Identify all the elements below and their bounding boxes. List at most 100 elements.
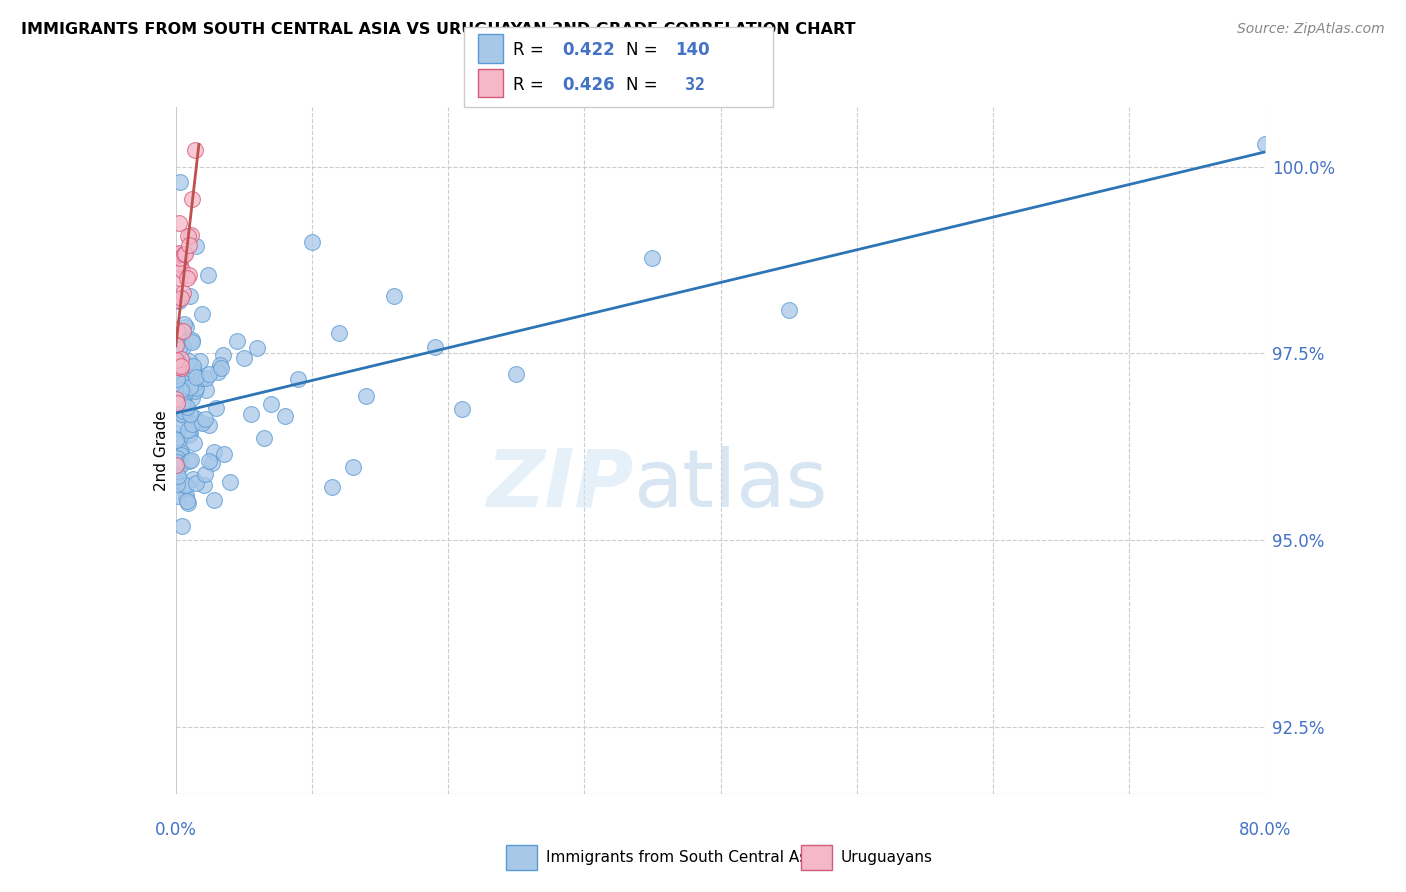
Point: [172, 340, 194, 354]
Point: [180, 333, 202, 347]
Point: [239, 407, 262, 421]
Point: [174, 477, 197, 491]
Point: [170, 401, 193, 415]
Point: [170, 359, 193, 373]
Point: [167, 452, 190, 467]
FancyBboxPatch shape: [464, 27, 773, 107]
Point: [191, 416, 214, 430]
Point: [173, 318, 195, 332]
Point: [197, 417, 219, 432]
Text: Source: ZipAtlas.com: Source: ZipAtlas.com: [1237, 22, 1385, 37]
Bar: [801, 845, 832, 870]
Point: [1254, 137, 1277, 152]
Point: [165, 426, 187, 441]
Point: [166, 390, 188, 404]
Point: [186, 370, 208, 384]
Point: [165, 460, 187, 475]
Point: [167, 381, 190, 395]
Point: [198, 454, 221, 468]
Point: [170, 360, 193, 375]
Point: [172, 376, 194, 390]
Text: Immigrants from South Central Asia: Immigrants from South Central Asia: [546, 850, 821, 864]
Point: [193, 467, 215, 482]
Point: [188, 353, 211, 368]
Point: [176, 400, 198, 414]
Point: [170, 387, 193, 401]
Point: [356, 388, 378, 402]
Point: [169, 293, 191, 308]
Point: [177, 229, 200, 244]
Point: [166, 356, 188, 370]
Point: [170, 395, 193, 409]
Point: [174, 319, 197, 334]
Text: 80.0%: 80.0%: [1239, 821, 1292, 838]
Point: [166, 293, 188, 307]
Point: [165, 348, 187, 362]
Point: [167, 256, 190, 270]
Point: [195, 384, 218, 398]
Point: [186, 238, 208, 252]
Point: [166, 489, 188, 503]
Text: IMMIGRANTS FROM SOUTH CENTRAL ASIA VS URUGUAYAN 2ND GRADE CORRELATION CHART: IMMIGRANTS FROM SOUTH CENTRAL ASIA VS UR…: [21, 22, 856, 37]
Point: [450, 401, 472, 416]
Point: [184, 411, 207, 425]
Point: [253, 431, 276, 445]
Point: [226, 334, 249, 349]
Point: [172, 407, 194, 421]
Point: [778, 302, 800, 317]
Point: [166, 372, 188, 386]
Point: [166, 450, 188, 465]
Point: [166, 476, 188, 491]
Point: [180, 228, 202, 243]
Point: [167, 392, 190, 406]
Point: [169, 448, 191, 462]
Point: [181, 472, 204, 486]
Point: [505, 368, 527, 382]
Point: [169, 257, 191, 271]
Point: [167, 388, 190, 402]
Point: [181, 359, 204, 374]
Bar: [478, 69, 503, 97]
Point: [167, 395, 190, 409]
Y-axis label: 2nd Grade: 2nd Grade: [153, 410, 169, 491]
Point: [205, 401, 228, 415]
Point: [167, 246, 190, 260]
Point: [173, 387, 195, 401]
Point: [194, 370, 217, 384]
Point: [174, 400, 197, 414]
Point: [166, 375, 188, 389]
Point: [169, 407, 191, 421]
Point: [183, 435, 205, 450]
Point: [194, 412, 217, 426]
Point: [219, 475, 242, 490]
Point: [177, 496, 200, 510]
Text: 0.422: 0.422: [562, 41, 616, 59]
Point: [184, 143, 207, 157]
Point: [180, 334, 202, 349]
Point: [165, 458, 187, 473]
Point: [170, 384, 193, 398]
Point: [167, 216, 190, 230]
Point: [342, 460, 364, 475]
Text: ZIP: ZIP: [486, 446, 633, 524]
Point: [166, 396, 188, 410]
Point: [173, 391, 195, 405]
Point: [165, 391, 187, 405]
Point: [202, 493, 225, 508]
Point: [166, 371, 188, 385]
Point: [167, 469, 190, 483]
Point: [260, 397, 283, 411]
Point: [179, 379, 201, 393]
Point: [169, 399, 191, 413]
Text: Uruguayans: Uruguayans: [841, 850, 932, 864]
Point: [209, 358, 232, 372]
Point: [246, 341, 269, 355]
Point: [174, 247, 197, 261]
Point: [170, 445, 193, 459]
Point: [180, 453, 202, 467]
Point: [165, 393, 187, 408]
Point: [207, 365, 229, 379]
Point: [172, 324, 194, 338]
Point: [183, 362, 205, 376]
Point: [166, 464, 188, 478]
